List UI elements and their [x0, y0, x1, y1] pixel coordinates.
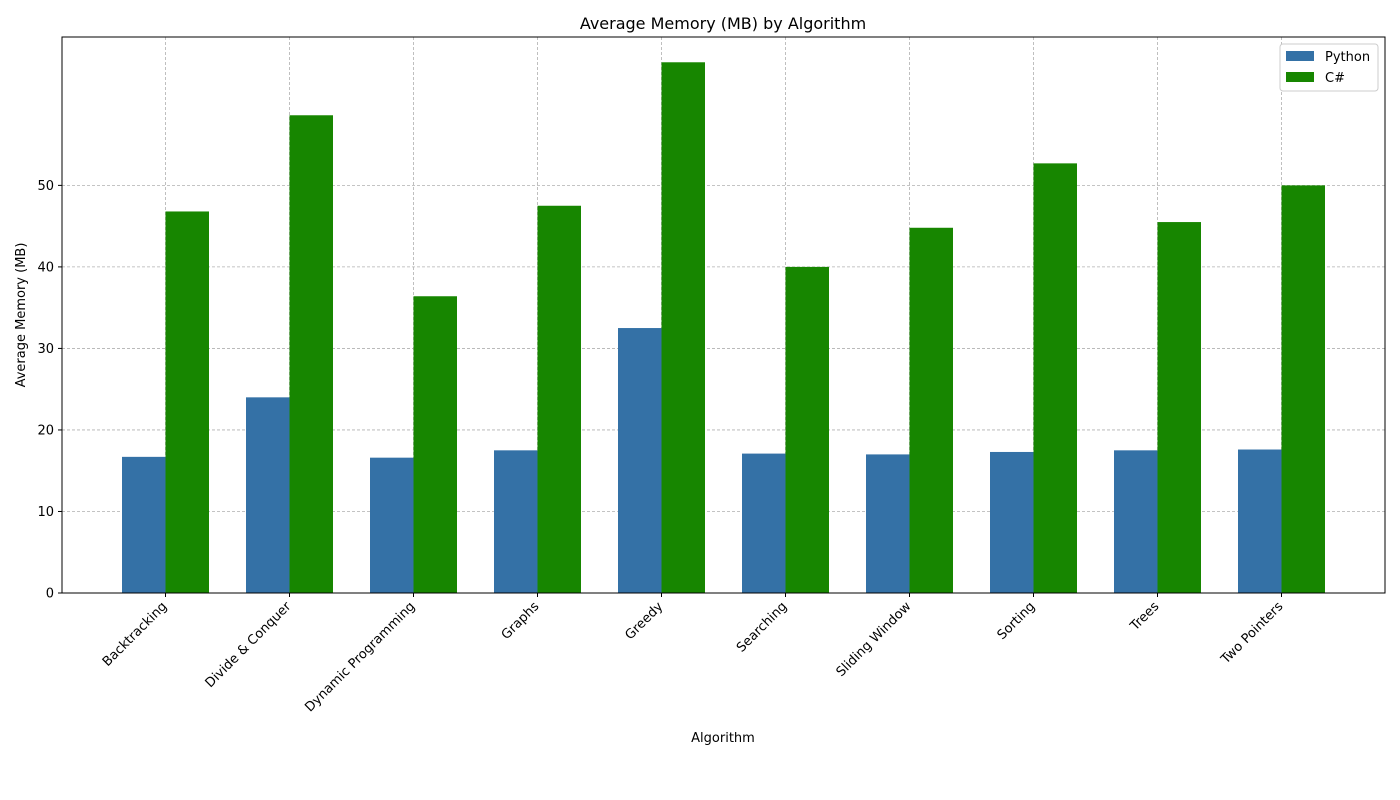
y-tick-label: 0	[46, 587, 54, 602]
bar-c-5	[785, 266, 829, 593]
x-tick-label: Dynamic Programming	[302, 599, 418, 715]
bar-c-4	[661, 62, 705, 594]
chart-title: Average Memory (MB) by Algorithm	[580, 14, 866, 33]
legend-label: C#	[1325, 71, 1345, 86]
legend-swatch	[1286, 72, 1314, 82]
bar-c-6	[909, 227, 953, 594]
x-axis-label: Algorithm	[691, 731, 755, 746]
y-axis-ticks: 0 10 20 30 40 50	[37, 179, 62, 602]
bar-c-8	[1157, 222, 1201, 593]
bar-c-7	[1033, 163, 1077, 593]
plot-area-frame	[61, 36, 1386, 594]
bar-c-0	[165, 211, 209, 593]
legend: Python C#	[1279, 43, 1379, 92]
x-tick-label: Graphs	[499, 599, 543, 643]
x-tick-label: Greedy	[622, 599, 666, 643]
bar-python-7	[990, 451, 1034, 593]
bar-c-9	[1281, 185, 1325, 593]
bar-python-4	[618, 328, 662, 593]
bar-python-1	[246, 397, 290, 593]
legend-swatch	[1286, 51, 1314, 61]
bar-python-3	[494, 450, 538, 593]
x-tick-label: Sliding Window	[834, 599, 915, 680]
x-tick-label: Searching	[734, 599, 790, 655]
x-tick-label: Two Pointers	[1218, 599, 1287, 668]
bar-c-3	[537, 205, 581, 593]
bar-c-2	[413, 296, 457, 593]
y-tick-label: 40	[37, 260, 54, 275]
y-tick-label: 20	[37, 423, 54, 438]
bar-python-8	[1114, 450, 1158, 593]
bar-c-1	[289, 115, 333, 594]
x-tick-label: Divide & Conquer	[203, 599, 295, 691]
x-tick-label: Sorting	[995, 599, 1039, 643]
bar-python-0	[122, 456, 166, 593]
x-axis-ticks: Backtracking Divide & Conquer Dynamic Prog…	[100, 593, 1287, 715]
bars	[122, 62, 1325, 594]
bar-python-2	[370, 457, 414, 593]
bar-python-9	[1238, 449, 1282, 593]
y-axis-label: Average Memory (MB)	[14, 243, 29, 388]
x-tick-label: Backtracking	[100, 599, 171, 670]
bar-python-5	[742, 453, 786, 593]
x-tick-label: Trees	[1127, 599, 1162, 634]
y-tick-label: 30	[37, 342, 54, 357]
y-tick-label: 10	[37, 505, 54, 520]
y-tick-label: 50	[37, 179, 54, 194]
bar-python-6	[866, 454, 910, 593]
legend-label: Python	[1325, 50, 1370, 65]
